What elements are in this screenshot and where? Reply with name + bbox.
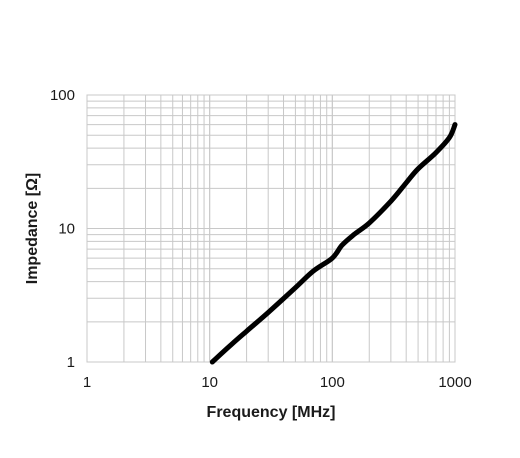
grid [86, 94, 456, 363]
impedance-series-line [209, 122, 458, 365]
x-tick-label: 1000 [438, 374, 471, 391]
plot-frame [86, 94, 456, 363]
x-tick-labels: 1 10 100 1000 [83, 374, 472, 391]
y-axis-title: Impedance [Ω] [24, 173, 41, 285]
x-tick-label: 10 [201, 374, 218, 391]
x-tick-label: 1 [83, 374, 91, 391]
y-tick-label: 1 [67, 354, 75, 371]
y-tick-label: 100 [50, 87, 75, 104]
y-tick-label: 10 [58, 221, 75, 238]
x-axis-title: Frequency [MHz] [207, 404, 336, 421]
x-tick-label: 100 [320, 374, 345, 391]
y-tick-labels: 1 10 100 [50, 87, 75, 371]
series-layer [209, 122, 458, 365]
